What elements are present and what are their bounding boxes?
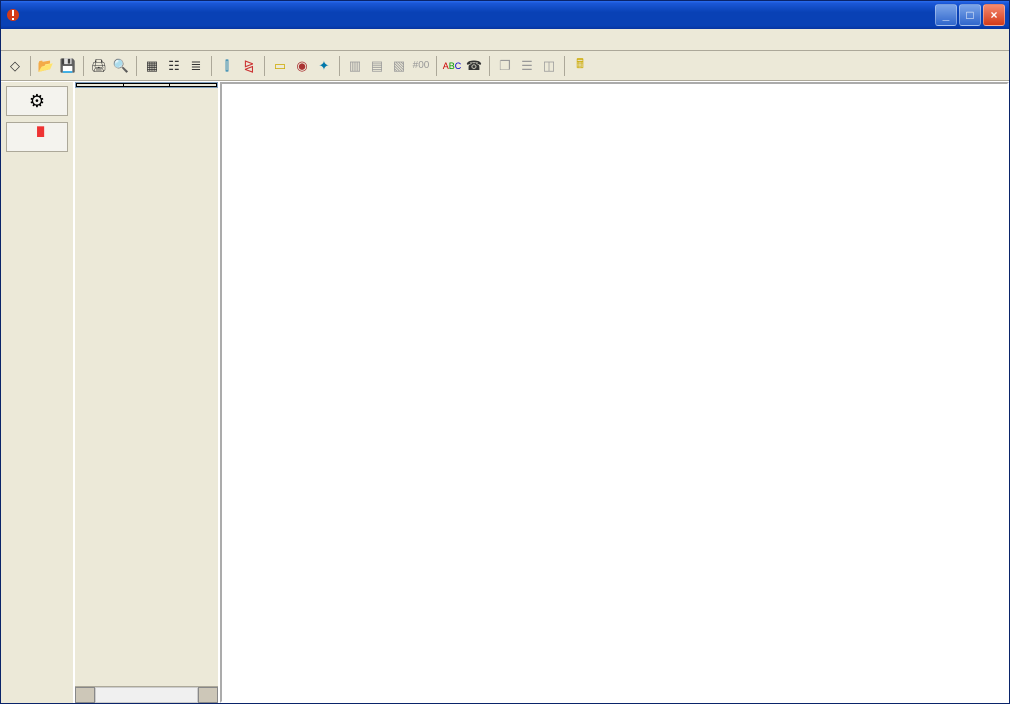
chart-xaxis-label (222, 697, 1007, 701)
app-icon (5, 7, 21, 23)
gear-icon: ⚙ (29, 91, 45, 111)
titlebar[interactable]: _ □ × (1, 1, 1009, 29)
tool-bar-icon[interactable]: ⫿ (217, 56, 237, 76)
tool-open-icon[interactable]: 📂 (36, 56, 56, 76)
tool-hash-icon[interactable]: #00 (411, 56, 431, 76)
menu-priority[interactable] (101, 38, 117, 42)
pareto-button[interactable]: ▝ (6, 122, 68, 152)
menu-options[interactable] (85, 38, 101, 42)
left-panel: ⚙ ▝ (1, 82, 75, 703)
tool-phone-icon[interactable]: ☎ (464, 56, 484, 76)
toolbar: ◇ 📂 💾 🖨 🔍 ▦ ☷ ≣ ⫿ ⧎ ▭ ◉ ✦ ▥ ▤ ▧ #00 ABC … (1, 51, 1009, 81)
mid-hscrollbar[interactable] (75, 686, 218, 703)
tool-grid-icon[interactable]: ▦ (142, 56, 162, 76)
th-freq[interactable] (123, 84, 170, 87)
tool-save-icon[interactable]: 💾 (58, 56, 78, 76)
tool-abc-icon[interactable]: ABC (442, 56, 462, 76)
tool-calc-icon[interactable]: 🖩 (570, 56, 590, 76)
menu-event[interactable] (69, 38, 85, 42)
tool-copy-icon[interactable]: ❐ (495, 56, 515, 76)
app-window: _ □ × ◇ 📂 💾 🖨 🔍 ▦ ☷ ≣ ⫿ ⧎ ▭ ◉ ✦ ▥ (0, 0, 1010, 704)
maximize-button[interactable]: □ (959, 4, 981, 26)
tool-table-icon[interactable]: ☷ (164, 56, 184, 76)
menu-help[interactable] (117, 38, 133, 42)
close-button[interactable]: × (983, 4, 1005, 26)
tool-print-icon[interactable]: 🖨 (89, 56, 109, 76)
mid-panel (75, 82, 220, 703)
tool-win1-icon[interactable]: ▥ (345, 56, 365, 76)
menu-chart[interactable] (21, 38, 37, 42)
th-category[interactable] (77, 84, 124, 87)
th-pct[interactable] (170, 84, 217, 87)
body: ⚙ ▝ (1, 81, 1009, 703)
mid-blank (75, 88, 218, 686)
view-data-button[interactable]: ⚙ (6, 86, 68, 116)
tool-scroll-icon[interactable]: ≣ (186, 56, 206, 76)
tool-layers-icon[interactable]: ☰ (517, 56, 537, 76)
pareto-icon: ▝ (30, 127, 44, 147)
tool-run-icon[interactable]: ⧎ (239, 56, 259, 76)
tool-back-icon[interactable]: ◇ (5, 56, 25, 76)
pareto-chart (232, 94, 997, 691)
menu-dataentry[interactable] (37, 38, 53, 42)
menu-project[interactable] (5, 38, 21, 42)
tool-spark-icon[interactable]: ✦ (314, 56, 334, 76)
freq-table (76, 83, 217, 87)
menu-subgroup[interactable] (53, 38, 69, 42)
chart-panel (220, 82, 1009, 703)
tool-note-icon[interactable]: ▭ (270, 56, 290, 76)
minimize-button[interactable]: _ (935, 4, 957, 26)
tool-win2-icon[interactable]: ▤ (367, 56, 387, 76)
tool-preview-icon[interactable]: 🔍 (111, 56, 131, 76)
menubar (1, 29, 1009, 51)
tool-target-icon[interactable]: ◉ (292, 56, 312, 76)
tool-panels-icon[interactable]: ◫ (539, 56, 559, 76)
tool-win3-icon[interactable]: ▧ (389, 56, 409, 76)
